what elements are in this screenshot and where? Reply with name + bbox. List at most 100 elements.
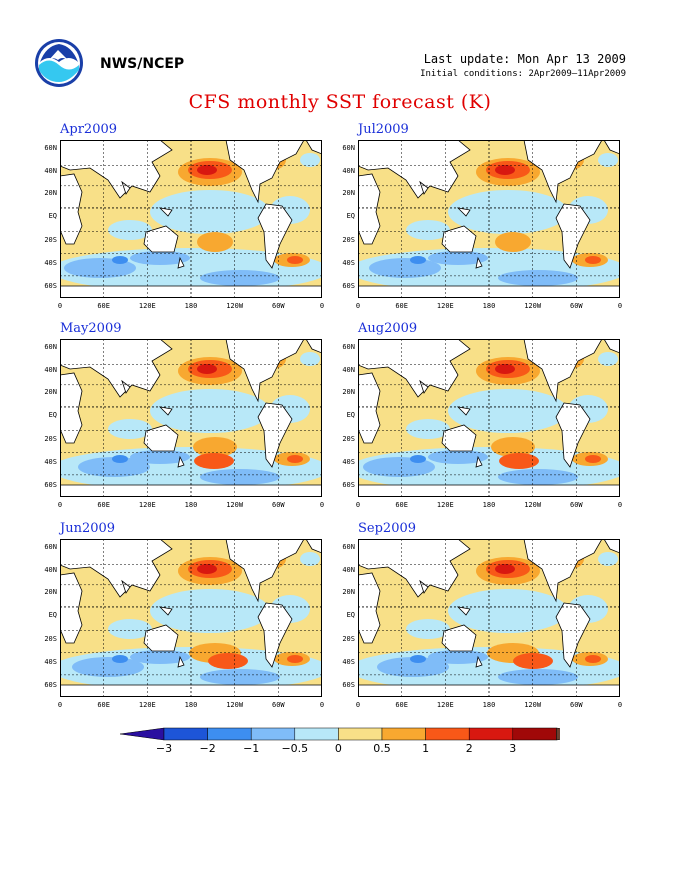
colorbar-segment [512,727,557,741]
sst-map-aug2009 [358,339,620,497]
land-mass [143,624,179,652]
colorbar-tick-label: −1 [243,742,260,755]
land-mass [225,539,305,603]
lon-label: 180 [482,501,496,509]
lat-label: 60S [44,282,57,290]
lon-label: 60E [395,501,408,509]
land-mass [158,606,173,616]
panel-title-may2009: May2009 [60,321,122,336]
land-mass [177,256,185,269]
lat-label: 20N [44,588,57,596]
land-mass [358,572,381,644]
lon-label: 180 [184,302,198,310]
lat-label: 40S [44,458,57,466]
lat-label: 40N [44,366,57,374]
lat-label: 60N [342,144,355,152]
lat-label: 60N [44,343,57,351]
lon-label: 120E [436,501,454,509]
colorbar-tick-label: −3 [155,742,173,755]
land-mass [225,339,305,403]
lon-label: 60E [97,501,110,509]
lon-label: 60W [570,701,583,709]
lat-label: EQ [346,212,355,220]
lat-label: 20S [342,435,355,443]
lat-label: EQ [48,411,57,419]
panel-title-jul2009: Jul2009 [358,122,409,137]
lat-label: 20S [342,635,355,643]
land-mass [523,339,603,403]
land-mass [60,372,83,444]
land-mass [143,225,179,253]
colorbar-segment [207,727,252,741]
land-mass [475,455,483,468]
lat-label: 40N [342,167,355,175]
land-mass [305,539,322,554]
lon-label: 0 [617,501,623,509]
land-mass [441,225,477,253]
colorbar-segment [294,727,339,741]
land-mass [257,203,293,269]
lon-label: 180 [482,302,496,310]
land-mass [555,402,591,468]
lon-label: 120E [436,302,454,310]
lon-label: 0 [355,501,361,509]
lon-label: 120E [436,701,454,709]
lon-label: 60W [570,302,583,310]
lat-label: 60S [44,481,57,489]
lon-label: 0 [57,501,63,509]
lat-label: 40S [342,259,355,267]
lat-label: 20N [342,189,355,197]
page-title: CFS monthly SST forecast (K) [188,91,492,113]
lon-label: 0 [319,701,325,709]
lat-label: 20N [342,588,355,596]
land-mass [60,173,83,245]
land-mass [121,579,131,594]
colorbar [120,727,560,741]
lon-label: 0 [617,302,623,310]
lon-label: 60W [272,701,285,709]
lon-label: 60W [570,501,583,509]
colorbar-segment [381,727,426,741]
land-mass [603,339,620,354]
land-mass [456,406,471,416]
lat-label: 20S [342,236,355,244]
lon-label: 120W [524,701,542,709]
lon-label: 0 [319,302,325,310]
lon-label: 60E [395,701,408,709]
colorbar-tick-label: −0.5 [281,742,309,755]
agency-label: NWS/NCEP [100,56,185,72]
colorbar-segment [468,727,514,741]
land-mass [121,180,131,195]
sst-map-apr2009 [60,140,322,298]
land-mass [603,140,620,155]
lon-label: 120W [524,302,542,310]
lon-label: 180 [482,701,496,709]
lat-label: EQ [346,611,355,619]
lat-label: 20S [44,236,57,244]
colorbar-max-triangle [556,727,560,741]
lon-label: 0 [355,302,361,310]
colorbar-segment [163,727,208,741]
land-mass [358,173,381,245]
lon-label: 120E [138,302,156,310]
lat-label: 60N [342,543,355,551]
lon-label: 0 [57,701,63,709]
lat-label: 60S [342,481,355,489]
lat-label: 60N [44,543,57,551]
last-update: Last update: Mon Apr 13 2009 [423,52,626,66]
land-mass [121,379,131,394]
colorbar-tick-label: −2 [199,742,216,755]
land-mass [555,602,591,668]
land-mass [441,624,477,652]
lat-label: EQ [48,611,57,619]
colorbar-tick-label: 0 [334,742,342,755]
land-mass [419,180,429,195]
land-mass [60,572,83,644]
land-mass [523,140,603,204]
land-mass [456,207,471,217]
lat-label: 40N [342,366,355,374]
land-mass [257,402,293,468]
lat-label: 60N [44,144,57,152]
lat-label: 20N [44,189,57,197]
land-mass [358,372,381,444]
